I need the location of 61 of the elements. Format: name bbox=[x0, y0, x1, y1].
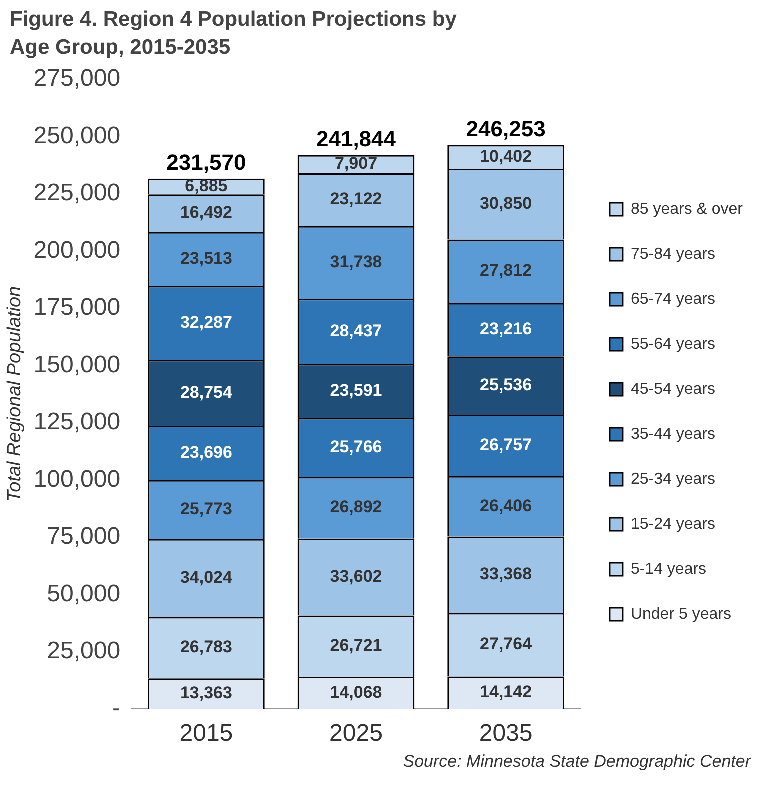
y-tick-label: 100,000 bbox=[34, 466, 121, 493]
chart-title: Figure 4. Region 4 Population Projections by Age Group, 2015-2035 bbox=[9, 7, 458, 61]
legend-label: 85 years & over bbox=[630, 200, 744, 218]
data-label: 25,536 bbox=[480, 376, 532, 394]
data-label: 27,812 bbox=[480, 261, 532, 280]
data-label: 23,216 bbox=[480, 320, 532, 339]
y-tick-label: 200,000 bbox=[34, 236, 121, 264]
x-tick-label: 2025 bbox=[330, 720, 383, 748]
data-label: 14,142 bbox=[480, 682, 532, 702]
data-label: 23,122 bbox=[330, 190, 382, 209]
y-tick-label: 275,000 bbox=[34, 65, 121, 92]
source-note: Source: Minnesota State Demographic Center bbox=[402, 752, 752, 772]
total-label: 246,253 bbox=[466, 116, 546, 142]
data-label: 32,287 bbox=[180, 312, 232, 332]
data-label: 25,766 bbox=[330, 437, 382, 456]
data-label: 13,363 bbox=[180, 684, 232, 703]
data-label: 23,591 bbox=[330, 380, 382, 400]
data-label: 26,757 bbox=[480, 435, 532, 454]
data-label: 23,696 bbox=[180, 442, 232, 462]
data-label: 27,764 bbox=[480, 634, 533, 654]
y-tick-label: 125,000 bbox=[34, 408, 121, 436]
legend-label: 15-24 years bbox=[630, 516, 716, 533]
legend-label: 65-74 years bbox=[630, 290, 716, 308]
x-tick-label: 2035 bbox=[479, 720, 533, 748]
data-label: 34,024 bbox=[180, 568, 233, 587]
data-label: 26,892 bbox=[330, 498, 382, 517]
data-label: 10,402 bbox=[480, 146, 532, 166]
legend-label: 75-84 years bbox=[630, 246, 716, 263]
data-label: 31,738 bbox=[330, 252, 382, 272]
y-tick-label: 225,000 bbox=[34, 180, 121, 207]
y-tick-label: - bbox=[112, 694, 121, 722]
data-label: 23,513 bbox=[180, 249, 232, 268]
legend-label: 45-54 years bbox=[630, 380, 716, 398]
total-label: 241,844 bbox=[316, 126, 397, 152]
data-label: 26,721 bbox=[330, 636, 382, 656]
legend-label: 5-14 years bbox=[630, 560, 707, 578]
data-label: 7,907 bbox=[334, 154, 378, 174]
y-tick-label: 175,000 bbox=[34, 294, 121, 322]
data-label: 26,406 bbox=[480, 496, 532, 516]
y-tick-label: 25,000 bbox=[47, 638, 121, 665]
data-label: 28,754 bbox=[180, 382, 233, 402]
data-label: 16,492 bbox=[180, 203, 232, 222]
data-label: 14,068 bbox=[330, 682, 382, 702]
data-label: 33,368 bbox=[480, 564, 532, 584]
y-tick-label: 150,000 bbox=[34, 351, 121, 378]
legend-label: 55-64 years bbox=[630, 336, 716, 353]
data-label: 26,783 bbox=[180, 638, 232, 657]
y-tick-label: 75,000 bbox=[47, 523, 121, 550]
data-label: 33,602 bbox=[330, 566, 382, 586]
y-axis-title: Total Regional Population bbox=[4, 286, 26, 502]
legend-label: 35-44 years bbox=[630, 426, 716, 443]
total-label: 231,570 bbox=[166, 150, 246, 175]
y-tick-label: 250,000 bbox=[34, 122, 121, 150]
legend-label: 25-34 years bbox=[630, 470, 716, 488]
data-label: 30,850 bbox=[480, 194, 532, 214]
y-tick-label: 50,000 bbox=[47, 580, 121, 608]
x-tick-label: 2015 bbox=[180, 720, 234, 748]
data-label: 6,885 bbox=[185, 176, 228, 196]
data-label: 25,773 bbox=[180, 500, 232, 519]
data-label: 28,437 bbox=[330, 321, 382, 340]
legend-label: Under 5 years bbox=[630, 606, 732, 623]
